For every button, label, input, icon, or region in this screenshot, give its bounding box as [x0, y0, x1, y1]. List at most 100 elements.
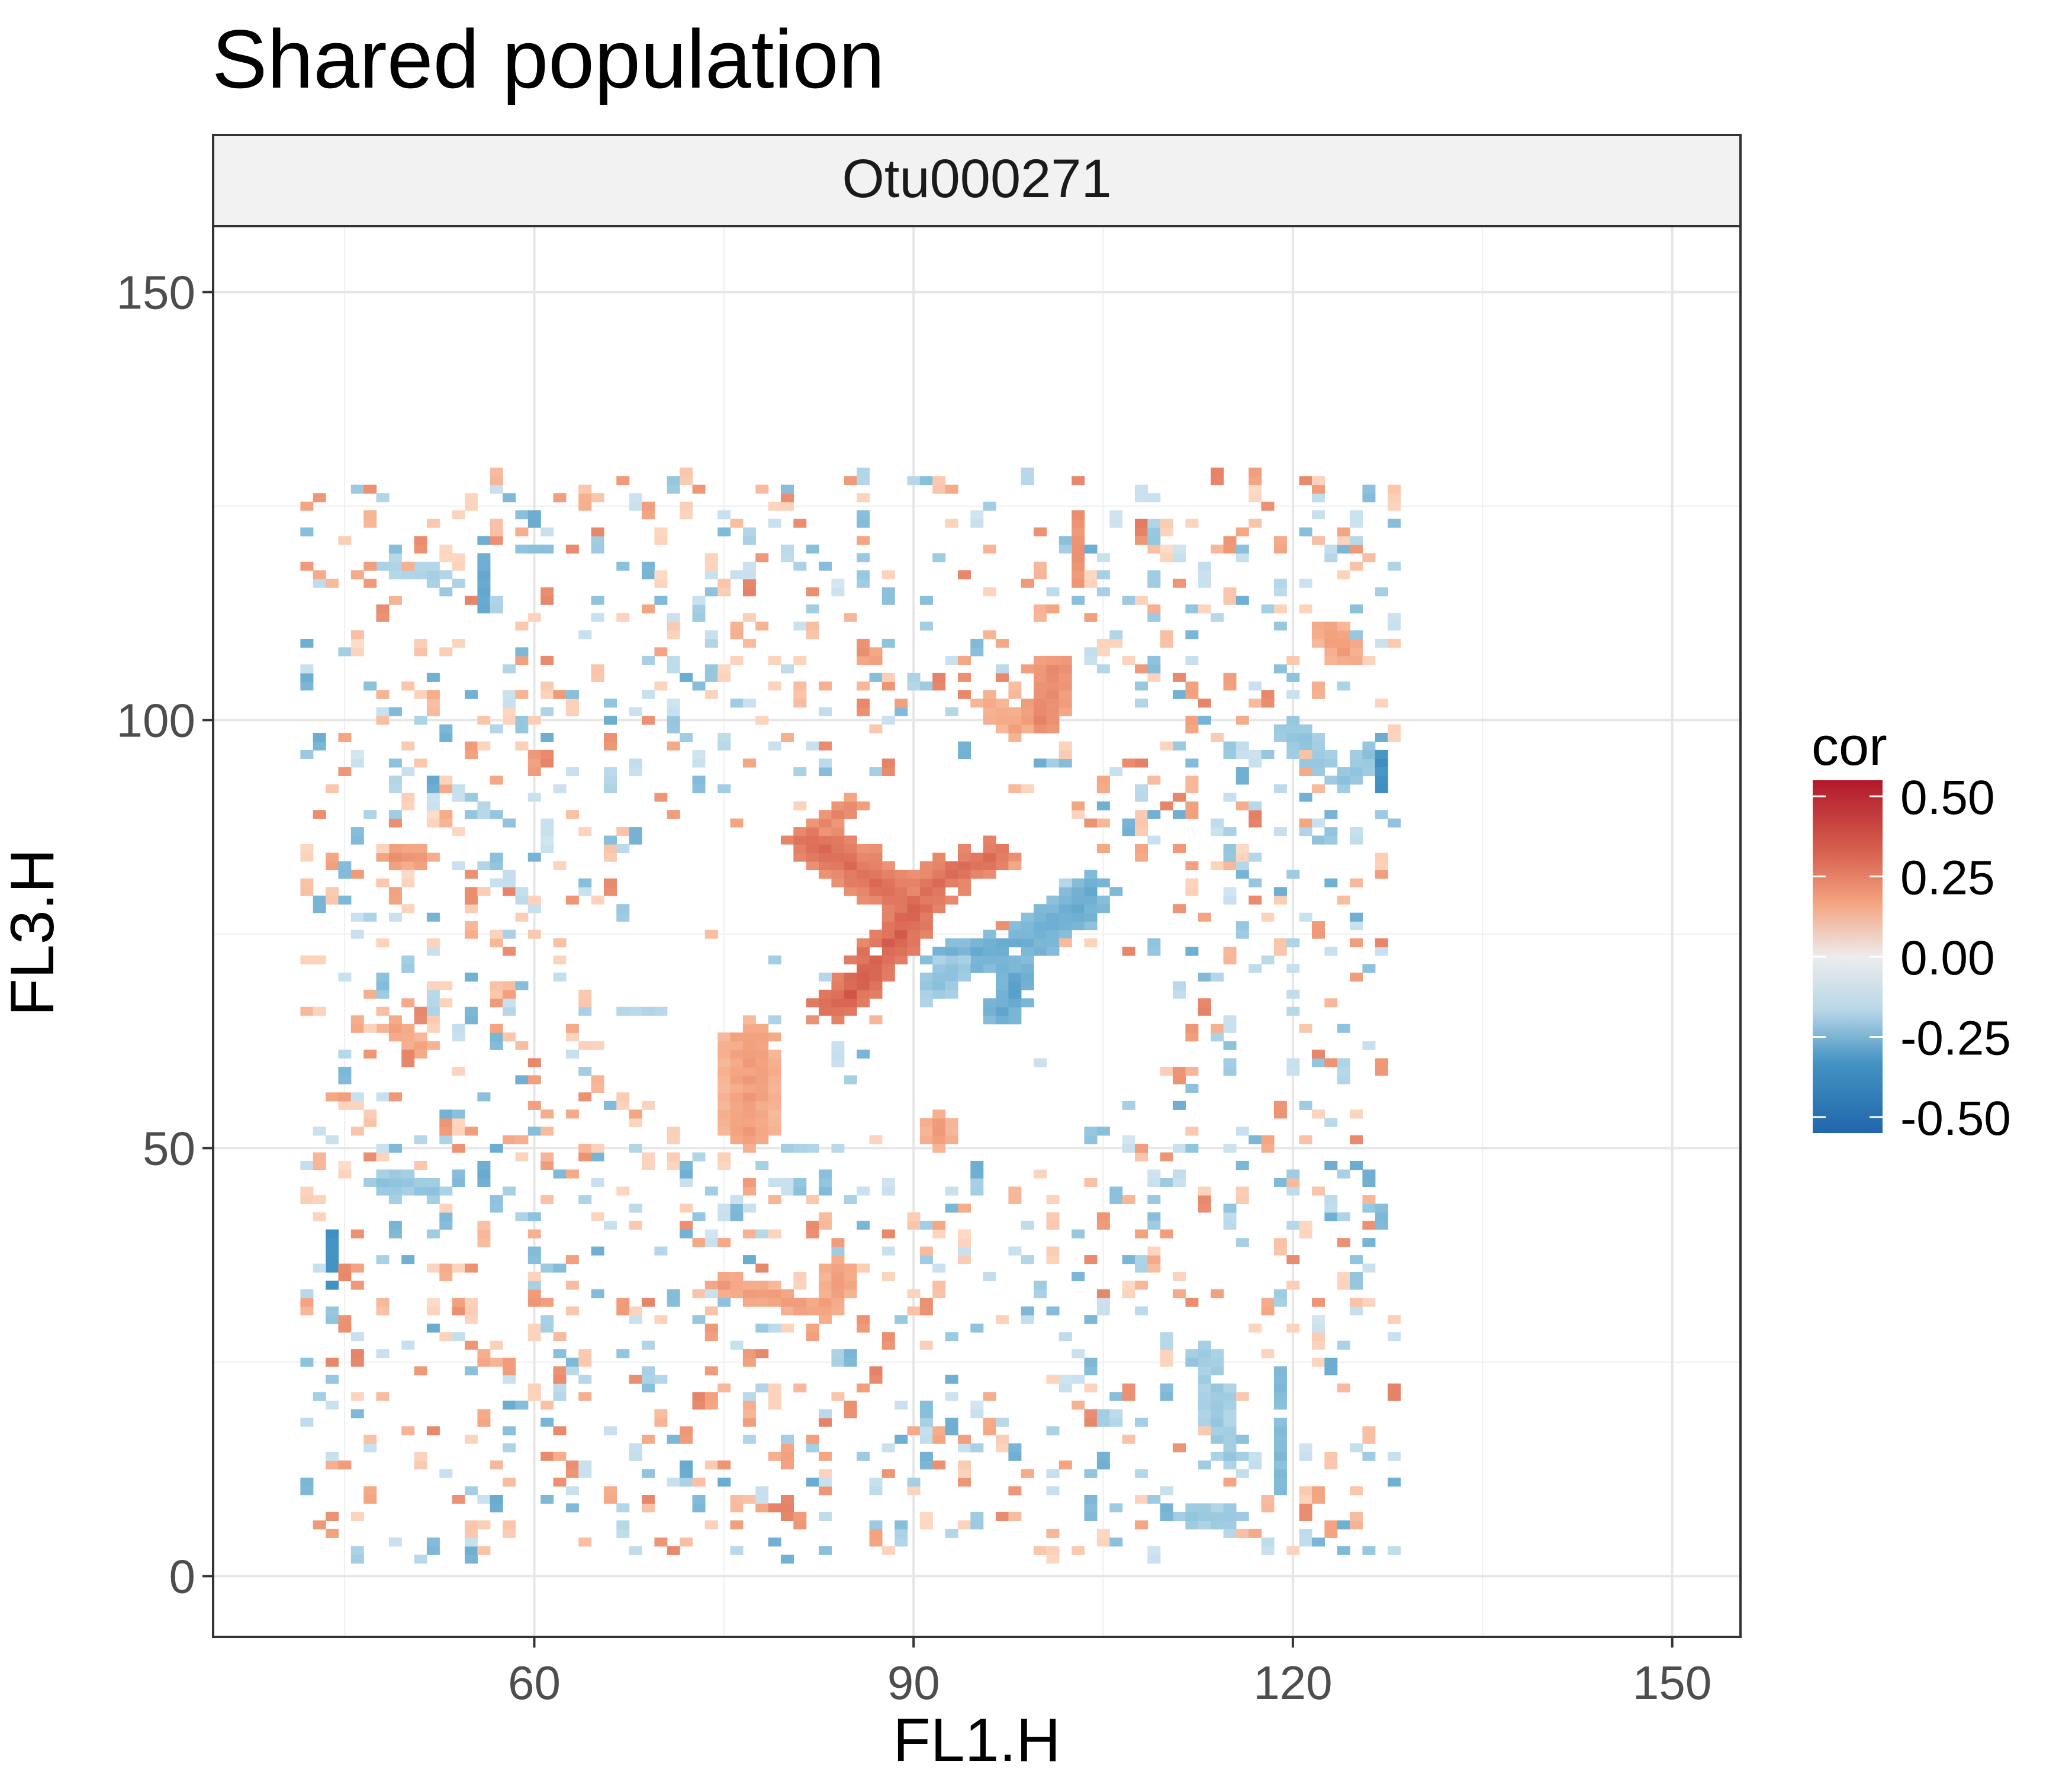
heatmap-cell — [1261, 1306, 1275, 1315]
heatmap-cell — [1034, 655, 1047, 665]
heatmap-cell — [578, 998, 592, 1008]
heatmap-cell — [1273, 622, 1287, 631]
heatmap-cell — [1160, 1511, 1173, 1521]
heatmap-cell — [718, 578, 731, 588]
heatmap-cell — [718, 1101, 731, 1110]
heatmap-cell — [1388, 519, 1401, 528]
heatmap-cell — [578, 1357, 592, 1367]
heatmap-cell — [1008, 733, 1022, 742]
heatmap-cell — [844, 793, 857, 802]
heatmap-cell — [1058, 699, 1072, 708]
heatmap-cell — [401, 844, 415, 854]
heatmap-cell — [932, 1426, 946, 1436]
heatmap-cell — [1337, 1520, 1350, 1530]
heatmap-cell — [1109, 1503, 1123, 1513]
heatmap-cell — [1135, 844, 1148, 854]
heatmap-cell — [376, 981, 390, 990]
heatmap-cell — [1109, 510, 1123, 520]
heatmap-cell — [1223, 887, 1237, 896]
heatmap-cell — [1021, 929, 1034, 939]
heatmap-cell — [452, 1298, 465, 1307]
heatmap-cell — [692, 604, 706, 614]
heatmap-cell — [945, 1417, 958, 1427]
heatmap-cell — [503, 818, 516, 828]
heatmap-cell — [401, 878, 415, 887]
heatmap-cell — [958, 1460, 971, 1470]
heatmap-cell — [465, 972, 478, 982]
heatmap-cell — [300, 673, 314, 682]
heatmap-cell — [1312, 1298, 1325, 1307]
heatmap-cell — [300, 1195, 314, 1204]
heatmap-cell — [781, 1177, 794, 1187]
heatmap-cell — [578, 1349, 592, 1359]
heatmap-cell — [1021, 912, 1034, 922]
heatmap-cell — [401, 870, 415, 879]
heatmap-cell — [1173, 844, 1186, 854]
heatmap-cell — [1286, 1280, 1300, 1290]
heatmap-cell — [1337, 536, 1350, 545]
heatmap-cell — [970, 1520, 984, 1530]
heatmap-cell — [1223, 1400, 1237, 1410]
heatmap-cell — [540, 544, 554, 554]
heatmap-cell — [350, 827, 364, 836]
heatmap-cell — [414, 758, 427, 768]
heatmap-cell — [869, 878, 883, 887]
heatmap-cell — [616, 1349, 630, 1359]
heatmap-cell — [1135, 1495, 1148, 1504]
heatmap-cell — [806, 1306, 819, 1315]
heatmap-cell — [680, 510, 693, 520]
heatmap-cell — [414, 1050, 427, 1059]
heatmap-cell — [527, 1212, 541, 1221]
heatmap-cell — [401, 1255, 415, 1265]
heatmap-cell — [426, 1537, 440, 1547]
heatmap-cell — [1211, 1400, 1224, 1410]
heatmap-cell — [1350, 1443, 1363, 1453]
heatmap-cell — [350, 1332, 364, 1341]
heatmap-cell — [768, 1229, 781, 1238]
heatmap-cell — [793, 1272, 807, 1282]
heatmap-cell — [527, 1101, 541, 1110]
heatmap-cell — [704, 630, 718, 639]
heatmap-cell — [857, 553, 870, 562]
heatmap-cell — [388, 861, 402, 870]
heatmap-cell — [869, 870, 883, 879]
heatmap-cell — [857, 972, 870, 982]
heatmap-cell — [426, 989, 440, 999]
heatmap-cell — [578, 1537, 592, 1547]
heatmap-cell — [857, 519, 870, 528]
heatmap-cell — [742, 1186, 756, 1196]
heatmap-cell — [692, 758, 706, 768]
legend-tick-label: 0.25 — [1900, 851, 1995, 905]
heatmap-cell — [768, 501, 781, 511]
heatmap-cell — [477, 561, 491, 571]
heatmap-cell — [996, 938, 1009, 948]
heatmap-cell — [1173, 1443, 1186, 1453]
heatmap-cell — [869, 972, 883, 982]
heatmap-cell — [718, 1152, 731, 1162]
heatmap-cell — [819, 1315, 832, 1324]
heatmap-cell — [1312, 733, 1325, 742]
heatmap-cell — [881, 895, 895, 905]
heatmap-cell — [742, 1118, 756, 1127]
heatmap-cell — [806, 1434, 819, 1444]
heatmap-cell — [692, 1495, 706, 1504]
heatmap-cell — [477, 553, 491, 562]
heatmap-cell — [1223, 544, 1237, 554]
heatmap-cell — [781, 1443, 794, 1453]
heatmap-cell — [819, 998, 832, 1008]
heatmap-cell — [591, 1212, 604, 1221]
heatmap-cell — [553, 972, 567, 982]
heatmap-cell — [1337, 1212, 1350, 1221]
heatmap-cell — [1034, 604, 1047, 614]
heatmap-cell — [401, 793, 415, 802]
heatmap-cell — [490, 527, 503, 537]
heatmap-cell — [452, 578, 465, 588]
heatmap-cell — [490, 1032, 503, 1042]
heatmap-cell — [996, 1315, 1009, 1324]
heatmap-cell — [1312, 510, 1325, 520]
heatmap-cell — [604, 887, 617, 896]
heatmap-cell — [755, 1486, 769, 1495]
heatmap-cell — [730, 570, 744, 580]
heatmap-cell — [755, 1067, 769, 1076]
heatmap-cell — [490, 1041, 503, 1050]
